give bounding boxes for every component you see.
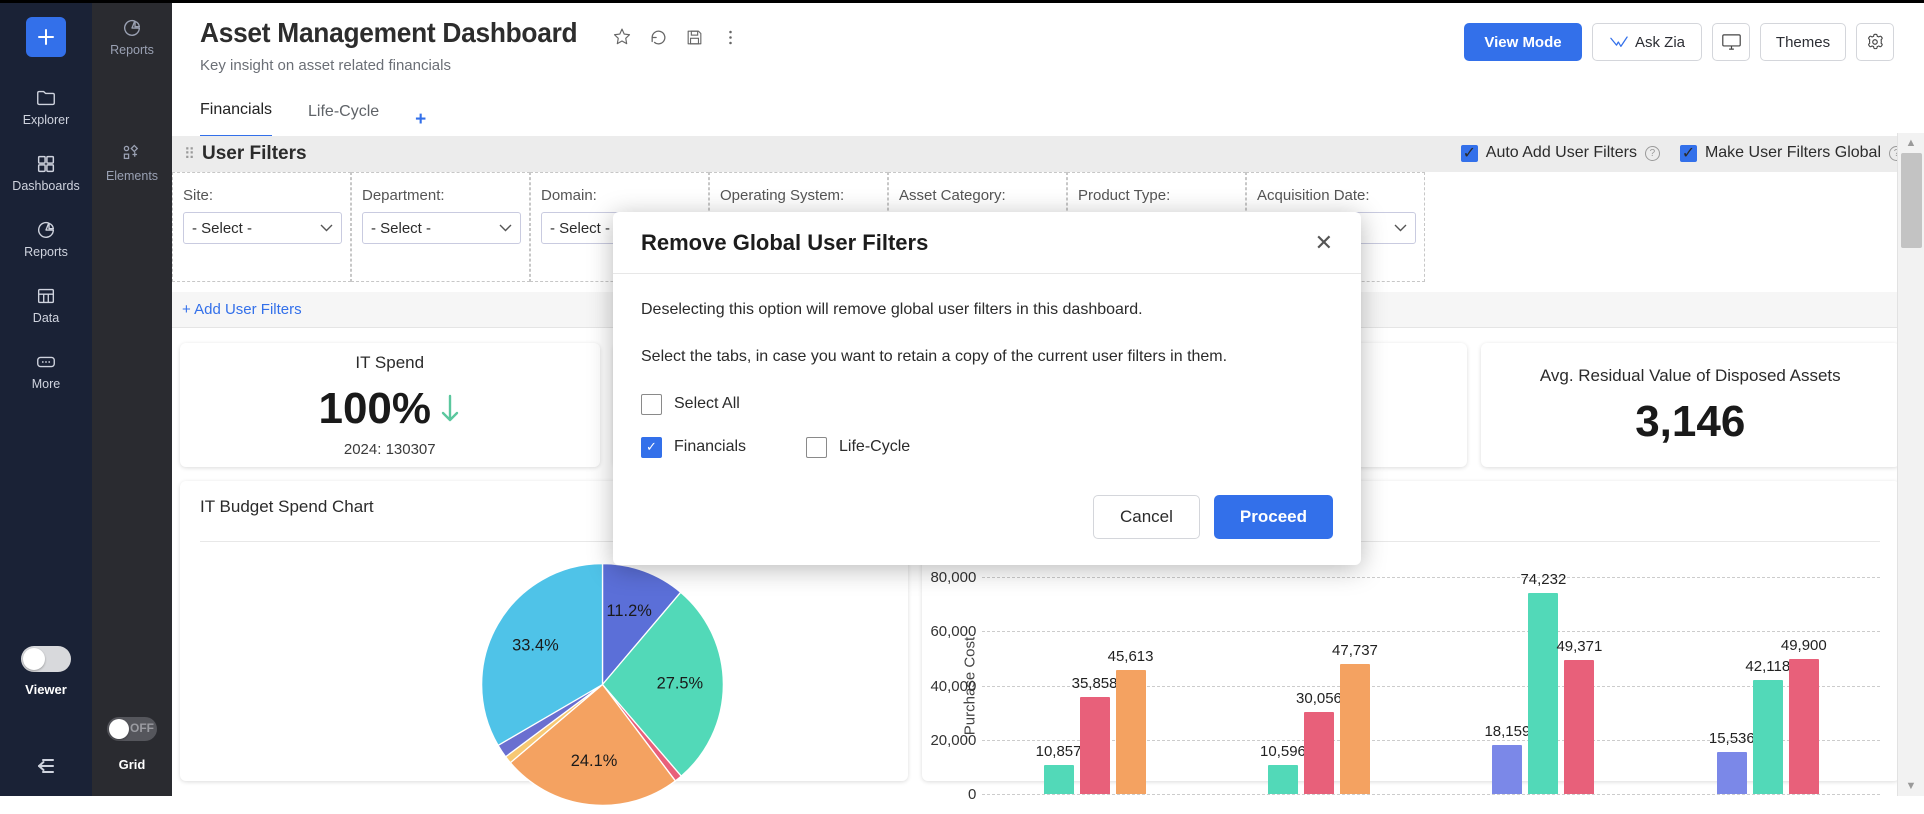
svg-text:24.1%: 24.1%	[571, 752, 617, 770]
svg-text:11.2%: 11.2%	[607, 602, 652, 620]
svg-text:33.4%: 33.4%	[512, 636, 558, 654]
svg-text:27.5%: 27.5%	[657, 675, 703, 693]
